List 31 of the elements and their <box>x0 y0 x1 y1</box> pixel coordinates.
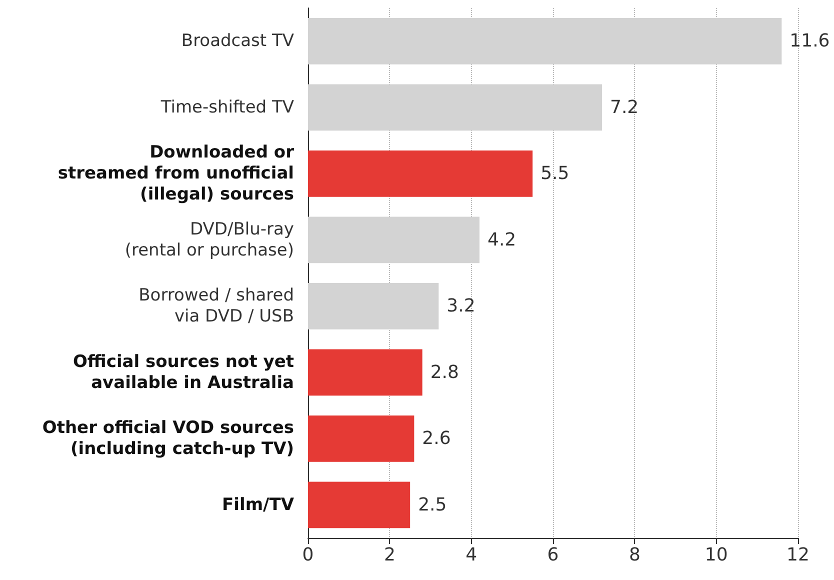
y-tick-label: Borrowed / shared via DVD / USB <box>138 286 294 327</box>
data-label: 7.2 <box>610 96 639 118</box>
y-tick-label: Official sources not yet available in Australia <box>72 352 294 393</box>
bar <box>308 84 602 131</box>
x-tick-label: 6 <box>547 544 559 566</box>
x-tick-label: 4 <box>466 544 478 566</box>
x-tick-label: 10 <box>704 544 728 566</box>
data-label: 2.6 <box>422 428 451 450</box>
x-tick-label: 0 <box>302 544 314 566</box>
data-label: 3.2 <box>446 296 476 317</box>
data-label: 5.5 <box>540 163 570 184</box>
data-label: 4.2 <box>488 229 516 250</box>
x-tick-label: 12 <box>786 544 810 566</box>
y-tick-label: Downloaded or streamed from unofficial (illegal) sources <box>58 142 295 205</box>
x-tick-label: 8 <box>628 544 640 566</box>
y-tick-label: Other official VOD sources (including catch-up TV) <box>42 418 294 460</box>
y-tick-label: Time-shifted TV <box>160 97 294 118</box>
x-tick-label: 2 <box>384 544 396 566</box>
data-label: 2.5 <box>418 494 447 516</box>
bar <box>308 150 533 197</box>
bar <box>308 482 410 528</box>
y-tick-label: Film/TV <box>222 494 295 515</box>
bar <box>308 282 439 330</box>
bar <box>308 18 782 64</box>
bar <box>308 415 414 462</box>
y-tick-label: DVD/Blu-ray (rental or purchase) <box>124 219 294 260</box>
data-label: 11.6 <box>790 30 830 52</box>
bar <box>308 349 422 396</box>
data-label: 2.8 <box>430 362 459 383</box>
y-tick-label: Broadcast TV <box>181 31 294 52</box>
bar <box>308 216 480 264</box>
